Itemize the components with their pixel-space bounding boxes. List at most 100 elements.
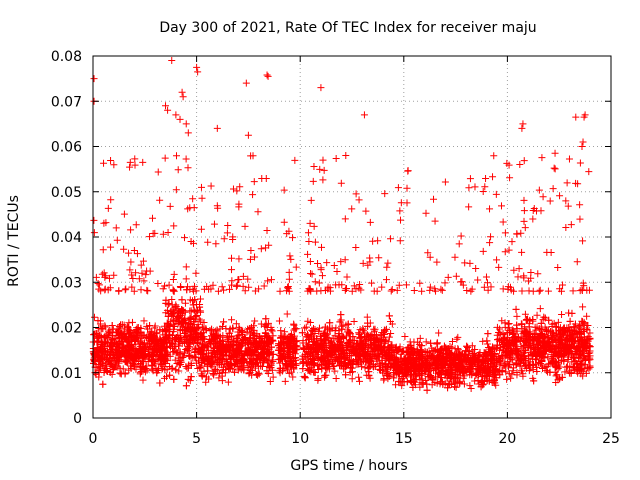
data-point [235,323,243,331]
data-point [375,360,383,368]
data-point [437,345,445,353]
data-point [460,380,468,388]
data-point [554,318,562,326]
data-point [561,368,569,376]
data-point [275,317,283,325]
data-point [251,317,259,325]
data-point [219,363,227,371]
grid-lines [93,56,611,418]
data-point [269,357,277,365]
data-point [433,379,441,387]
data-point [355,329,363,337]
data-point [565,324,573,332]
data-point [202,378,210,386]
data-point [536,305,544,313]
data-point [473,370,481,378]
data-point [403,378,411,386]
data-point [341,353,349,361]
data-point [508,370,516,378]
data-point [331,367,339,375]
data-point [315,324,323,332]
data-point [224,378,232,386]
data-point [156,379,164,387]
data-point [192,344,200,352]
data-point [243,328,251,336]
data-point [301,374,309,382]
data-point [140,317,148,325]
data-point [139,376,147,384]
data-point [153,329,161,337]
data-point [253,345,261,353]
data-point [189,354,197,362]
data-point [228,316,236,324]
data-point [433,339,441,347]
data-point [579,303,587,311]
data-point [422,338,430,346]
data-point [322,371,330,379]
data-point [149,358,157,366]
data-point [213,326,221,334]
data-point [364,364,372,372]
data-point [463,342,471,350]
data-point [388,320,396,328]
data-point [169,328,177,336]
data-point [453,335,461,343]
data-point [166,339,174,347]
data-point [314,375,322,383]
data-point [238,330,246,338]
data-point [489,343,497,351]
data-point [466,368,474,376]
data-point [371,325,379,333]
data-point [191,313,199,321]
data-point [433,340,441,348]
data-point [566,362,574,370]
data-point [179,354,187,362]
data-point [508,326,516,334]
data-point [285,369,293,377]
data-point [99,380,107,388]
data-point [554,376,562,384]
data-point [116,369,124,377]
data-point [224,335,232,343]
data-point [516,362,524,370]
data-point [519,372,527,380]
data-point [406,338,414,346]
data-point [356,377,364,385]
data-point [202,326,210,334]
data-point [422,376,430,384]
data-point [513,371,521,379]
data-point [302,323,310,331]
data-point [150,348,158,356]
data-point [336,361,344,369]
data-point [576,323,584,331]
data-points [89,57,594,394]
data-point [310,369,318,377]
data-point [137,368,145,376]
data-point [503,375,511,383]
data-point [521,310,529,318]
data-point [468,371,476,379]
data-point [170,375,178,383]
data-point [536,326,544,334]
data-point [256,334,264,342]
data-point [479,337,487,345]
data-point [254,371,262,379]
data-point [484,343,492,351]
data-point [97,364,105,372]
data-point [303,330,311,338]
data-point [167,343,175,351]
data-point [423,386,431,394]
data-point [510,342,518,350]
data-point [380,376,388,384]
data-point [314,366,322,374]
data-point [585,365,593,373]
data-point [130,347,138,355]
data-point [416,334,424,342]
data-point [509,367,517,375]
data-point [215,374,223,382]
data-point [329,362,337,370]
data-point [332,374,340,382]
data-point [200,319,208,327]
data-point [284,343,292,351]
data-point [242,348,250,356]
